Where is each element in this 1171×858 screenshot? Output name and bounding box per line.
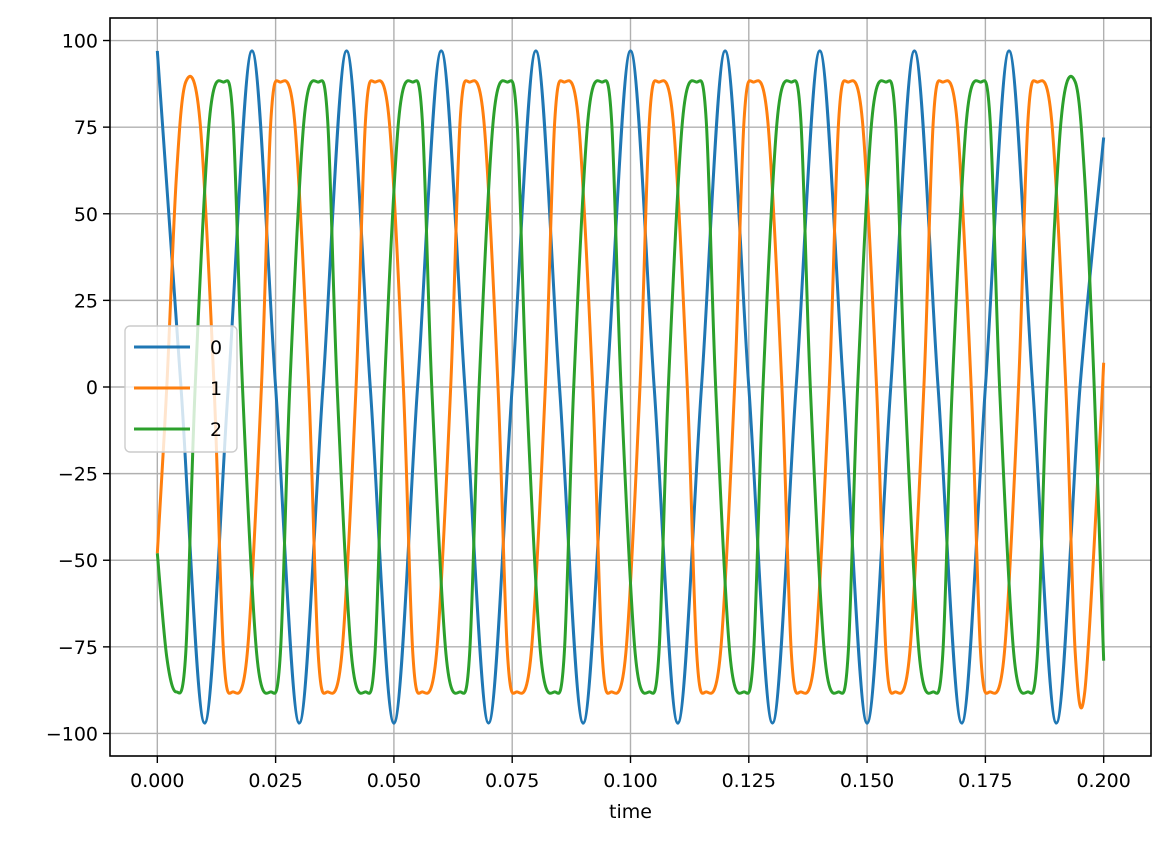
x-tick-label: 0.075 bbox=[485, 770, 539, 792]
y-tick-label: −100 bbox=[46, 723, 98, 745]
y-tick-label: 75 bbox=[74, 117, 98, 139]
legend: 0 1 2 bbox=[124, 325, 238, 453]
x-tick-label: 0.100 bbox=[603, 770, 657, 792]
y-tick-label: −50 bbox=[58, 550, 98, 572]
x-tick-label: 0.200 bbox=[1076, 770, 1130, 792]
series-line-1 bbox=[155, 74, 1106, 710]
y-tick-label: 0 bbox=[86, 377, 98, 399]
x-tick-label: 0.125 bbox=[722, 770, 776, 792]
plot-lines bbox=[155, 49, 1106, 725]
legend-label: 1 bbox=[210, 378, 222, 400]
series-line-2 bbox=[155, 74, 1106, 695]
legend-label: 2 bbox=[210, 419, 222, 441]
x-axis-label: time bbox=[609, 801, 652, 823]
legend-label: 0 bbox=[210, 337, 222, 359]
y-tick-label: 25 bbox=[74, 290, 98, 312]
x-tick-label: 0.150 bbox=[840, 770, 894, 792]
axis-ticks: 0.000 0.025 0.050 0.075 0.100 0.125 0.150 0.175… bbox=[46, 31, 1131, 792]
x-tick-label: 0.025 bbox=[248, 770, 302, 792]
y-tick-label: −25 bbox=[58, 464, 98, 486]
y-tick-label: −75 bbox=[58, 637, 98, 659]
y-tick-label: 50 bbox=[74, 204, 98, 226]
x-tick-label: 0.175 bbox=[958, 770, 1012, 792]
x-tick-label: 0.050 bbox=[367, 770, 421, 792]
x-tick-label: 0.000 bbox=[130, 770, 184, 792]
y-tick-label: 100 bbox=[62, 31, 98, 53]
